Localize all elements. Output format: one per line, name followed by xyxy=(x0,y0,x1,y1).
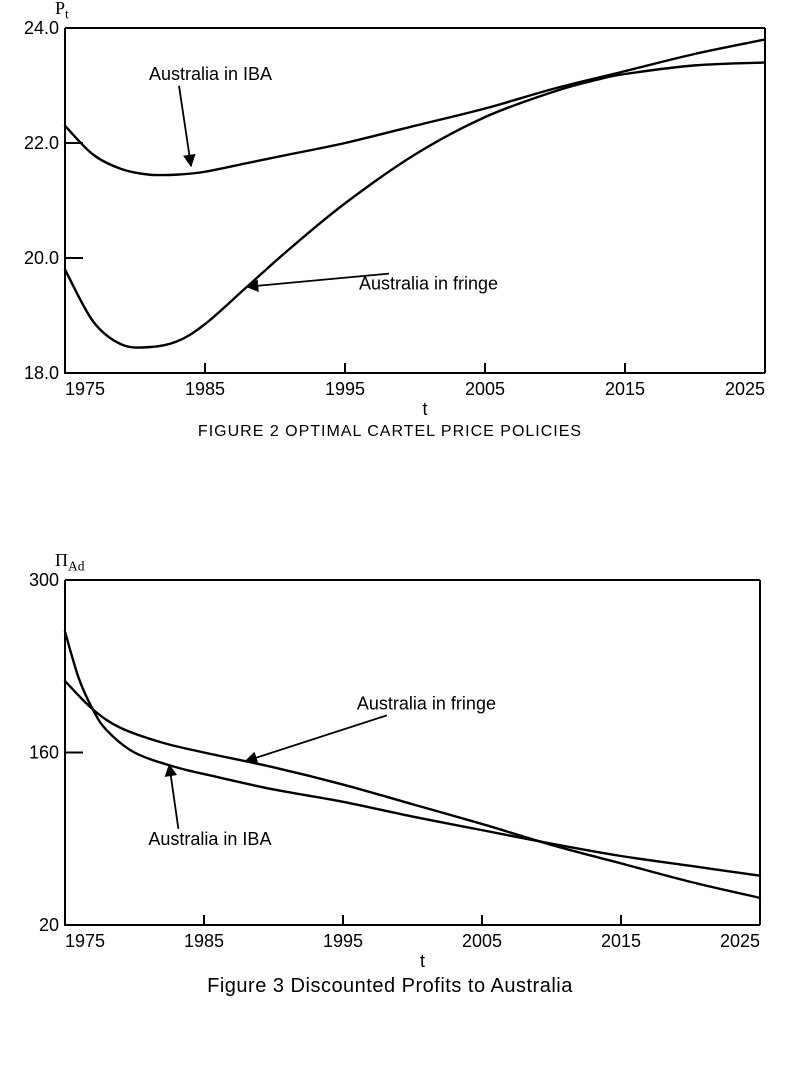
figure-2-svg: 1975 1985 1995 2005 2015 2025 t 18.0 20.0 22.0 24.… xyxy=(10,10,770,530)
annotation-fringe: Australia in fringe xyxy=(357,693,496,713)
svg-text:2015: 2015 xyxy=(605,379,645,399)
figure-3-svg: 197519851995200520152025t20160300Austral… xyxy=(10,540,770,1080)
page: 1975 1985 1995 2005 2015 2025 t 18.0 20.0 22.0 24.… xyxy=(0,0,785,1050)
series-fringe xyxy=(65,681,760,898)
annotation-arrow-fringe xyxy=(246,715,387,761)
svg-text:20: 20 xyxy=(39,915,59,935)
svg-text:t: t xyxy=(422,399,427,419)
svg-text:2015: 2015 xyxy=(601,931,641,951)
svg-text:t: t xyxy=(420,951,425,971)
svg-text:2005: 2005 xyxy=(462,931,502,951)
svg-text:18.0: 18.0 xyxy=(24,363,59,383)
annotation-fringe: Australia in fringe xyxy=(359,274,498,294)
svg-text:2025: 2025 xyxy=(725,379,765,399)
svg-text:1995: 1995 xyxy=(323,931,363,951)
svg-text:1975: 1975 xyxy=(65,379,105,399)
svg-text:1975: 1975 xyxy=(65,931,105,951)
figure-2-yaxis-label: Pt xyxy=(55,0,69,23)
svg-text:2005: 2005 xyxy=(465,379,505,399)
figure-3: 197519851995200520152025t20160300Austral… xyxy=(10,540,770,970)
svg-text:24.0: 24.0 xyxy=(24,18,59,38)
svg-text:2025: 2025 xyxy=(720,931,760,951)
figure-3-yaxis-label: ΠAd xyxy=(55,550,85,575)
figure-2: 1975 1985 1995 2005 2015 2025 t 18.0 20.0 22.0 24.… xyxy=(10,10,770,420)
svg-text:1985: 1985 xyxy=(184,931,224,951)
series-fringe xyxy=(65,63,765,348)
svg-text:22.0: 22.0 xyxy=(24,133,59,153)
figure-3-caption: Figure 3 Discounted Profits to Australia xyxy=(10,975,770,998)
annotation-iba: Australia in IBA xyxy=(148,829,271,849)
annotation-iba: Australia in IBA xyxy=(149,64,272,84)
svg-text:1995: 1995 xyxy=(325,379,365,399)
annotation-arrow-iba xyxy=(169,765,178,829)
svg-text:160: 160 xyxy=(29,743,59,763)
svg-text:20.0: 20.0 xyxy=(24,248,59,268)
figure-2-caption: FIGURE 2 OPTIMAL CARTEL PRICE POLICIES xyxy=(10,423,770,441)
annotation-arrow-iba xyxy=(179,86,191,166)
svg-text:1985: 1985 xyxy=(185,379,225,399)
